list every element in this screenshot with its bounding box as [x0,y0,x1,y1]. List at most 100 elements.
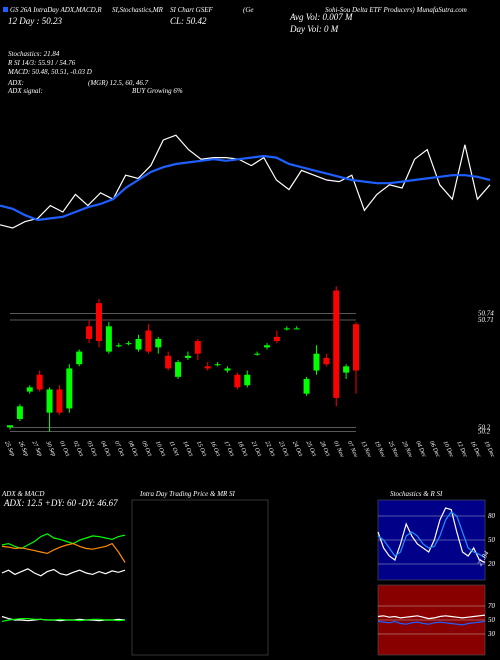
series-line [1,568,126,577]
y-tick-label: 50.2 [478,428,491,436]
logo-box [3,7,8,12]
y-tick-label: 80 [488,512,496,520]
candle-body [155,338,162,348]
x-tick-label: 15 Oct [195,440,207,457]
candle-body [56,389,63,413]
panel-title: Stochastics & R SI [390,490,443,498]
candle-body [26,387,33,392]
panel-label: ADX: 12.5 +DY: 60 -DY: 46.67 [3,498,118,508]
adx-text: ADX: [7,79,24,87]
panel-title: Intra Day Trading Price & MR SI [139,490,236,498]
day-line: 12 Day : 50.23 [8,16,62,26]
panel-title: ADX & MACD [1,490,44,498]
x-tick-label: 07 Oct [113,440,125,457]
macd-text: MACD: 50.48, 50.51, -0.03 D [7,68,92,76]
x-tick-label: 19 Nov [373,440,386,458]
x-tick-label: 11 Oct [168,440,180,457]
x-tick-label: 10 Dec [442,440,455,458]
series-line [1,617,126,622]
x-tick-label: 17 Oct [222,440,234,457]
x-tick-label: 21 Oct [250,440,262,457]
x-tick-label: 16 Dec [469,440,482,458]
series-line [0,154,491,222]
x-tick-label: 16 Oct [209,440,221,457]
candle-body [184,355,191,358]
close-line: CL: 50.42 [170,16,207,26]
candle-body [254,353,261,355]
x-tick-label: 09 Oct [140,440,152,457]
candle-body [273,336,280,342]
candle-body [135,338,142,350]
adx-values: (MGR) 12.5, 60, 46.7 [88,79,149,87]
series-line [1,542,126,563]
title-part: (Ge [243,6,254,14]
x-tick-label: 24 Oct [291,440,304,458]
x-tick-label: 14 Oct [181,440,194,458]
candle-body [293,328,300,330]
candle-body [145,330,152,352]
x-tick-label: 01 Oct [58,440,70,457]
candle-body [165,355,172,369]
y-tick-label: 50 [488,536,496,544]
candle-body [204,366,211,369]
title-part: Sohi-Sou Delta ETF Producers) MunafaSutr… [325,6,467,14]
y-tick-label: 70 [488,602,496,610]
y-tick-label: 50.74 [478,310,494,318]
candle-body [7,425,13,428]
rsi-text: R SI 14/3: 55.91 / 54.76 [7,59,76,67]
adx-signal-value: BUY Growing 6% [132,87,183,95]
x-tick-label: 22 Oct [263,440,275,457]
candle-body [333,290,340,398]
x-tick-label: 02 Oct [72,440,84,457]
x-tick-label: 27 Sep [31,440,43,457]
x-tick-label: 28 Oct [318,440,330,457]
candle-body [105,326,112,352]
candle-body [66,368,73,409]
x-tick-label: 03 Oct [85,440,97,457]
candle-body [353,324,359,371]
y-tick-label: 50.71 [478,316,494,324]
x-tick-label: 18 Oct [236,440,248,457]
candle-body [234,374,241,388]
x-tick-label: 01 Nov [332,440,345,458]
title-part: SI Chart GSEF [170,6,214,14]
candle-body [323,357,330,365]
series-line [377,511,486,559]
series-line [0,134,491,229]
candle-body [244,374,251,386]
x-tick-label: 19 Dec [483,440,496,458]
x-tick-label: 12 Dec [455,440,468,458]
x-tick-label: 10 Oct [154,440,166,457]
candle-body [194,341,201,354]
x-tick-label: 25 Oct [305,440,317,457]
x-tick-label: 26 Sep [17,440,29,457]
x-tick-label: 25 Nov [387,440,400,458]
candle-body [125,343,132,345]
x-tick-label: 08 Oct [126,440,138,457]
candle-body [214,364,221,366]
candle-body [283,328,290,330]
y-tick-label: 20 [488,560,496,568]
candle-body [36,374,43,390]
series-line [377,614,486,620]
avg-vol: Avg Vol: 0.007 M [289,12,353,22]
y-tick-label: 50 [488,616,496,624]
candle-body [95,303,102,342]
candle-body [303,378,310,394]
title-part: SI,Stochastics,MR [112,6,164,14]
candle-body [86,326,93,339]
stochastics-text: Stochastics: 21.84 [8,50,60,58]
y-tick-label: 50.2 [478,423,491,431]
candle-body [46,389,53,413]
x-tick-label: 04 Oct [99,440,112,458]
series-line [377,507,486,563]
x-tick-label: 30 Sep [44,439,57,457]
panel-frame [131,499,269,656]
x-tick-label: 23 Oct [277,440,289,457]
candle-body [264,345,271,348]
title-part: GS 26A IntraDay ADX,MACD,R [10,6,102,14]
x-tick-label: 06 Dec [428,440,441,458]
candle-body [76,351,83,365]
day-vol: Day Vol: 0 M [289,24,339,34]
